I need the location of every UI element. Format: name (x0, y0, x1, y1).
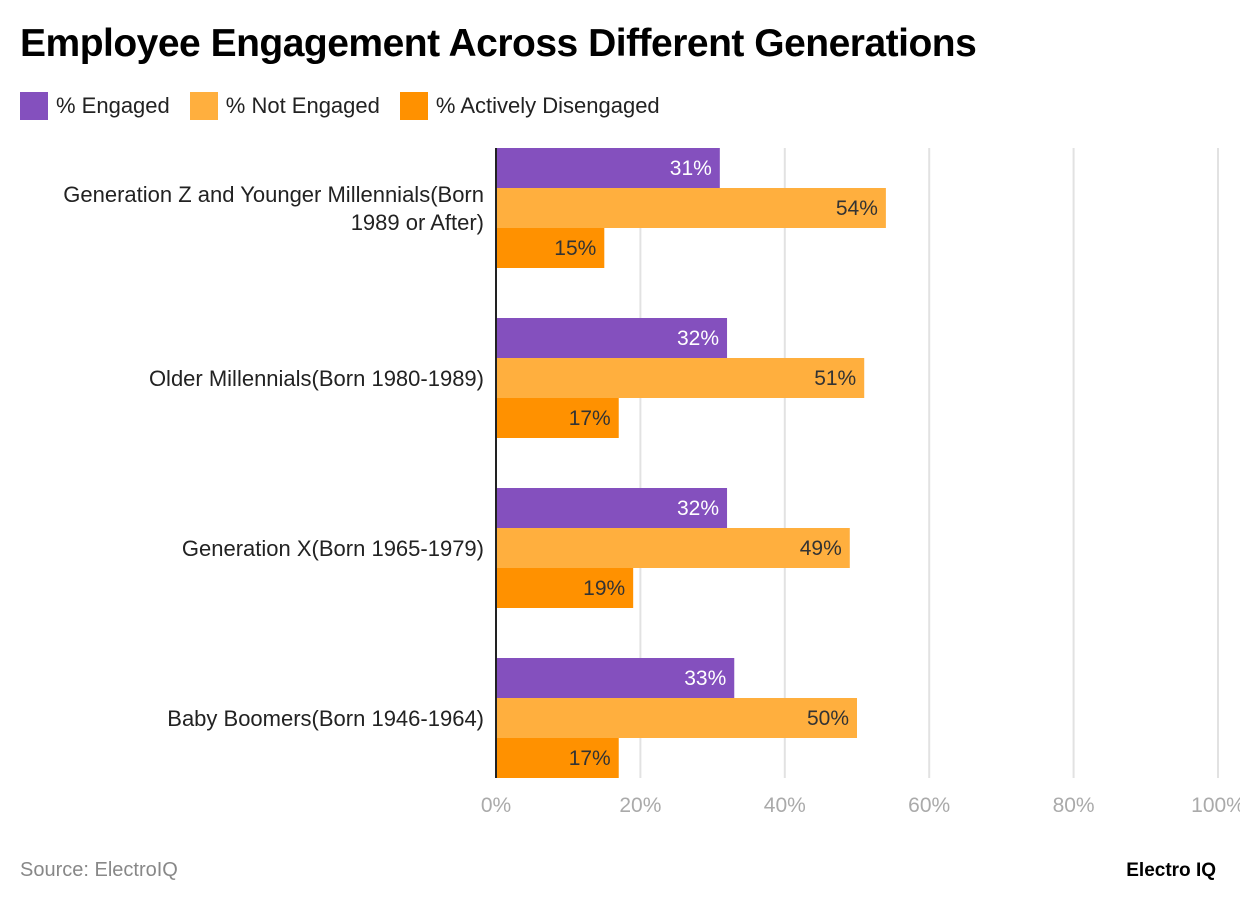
legend-swatch (20, 92, 48, 120)
x-tick-label: 40% (764, 794, 806, 817)
legend-swatch (399, 92, 428, 120)
bar (496, 398, 619, 438)
x-tick-label: 0% (481, 794, 511, 817)
legend-item-engaged: % Engaged (20, 92, 170, 120)
bar (496, 568, 634, 608)
source-note: Source: ElectroIQ (20, 859, 178, 881)
category-label: 1989 or After) (351, 210, 484, 235)
legend-item-not-engaged: % Not Engaged (189, 92, 380, 120)
category-label: Generation Z and Younger Millennials(Bor… (63, 182, 484, 207)
bar (496, 358, 865, 398)
bar (496, 738, 619, 778)
bar (496, 488, 728, 528)
legend: % Engaged % Not Engaged % Actively Disen… (20, 92, 660, 120)
legend-label: % Not Engaged (225, 93, 380, 118)
chart-title: Employee Engagement Across Different Gen… (20, 22, 977, 65)
legend-label: % Actively Disengaged (435, 93, 660, 118)
category-label: Older Millennials(Born 1980-1989) (149, 366, 484, 391)
bar (496, 148, 720, 188)
data-label: 32% (677, 497, 719, 520)
x-tick-label: 60% (908, 794, 950, 817)
brand-logo: Electro IQ (1126, 860, 1216, 881)
category-label: Generation X(Born 1965-1979) (182, 536, 484, 561)
data-label: 17% (569, 747, 611, 770)
data-label: 51% (814, 367, 856, 390)
legend-swatch (189, 92, 218, 120)
bar (496, 228, 605, 268)
data-label: 31% (670, 157, 712, 180)
bar (496, 188, 886, 228)
data-label: 17% (569, 407, 611, 430)
legend-item-actively-disengaged: % Actively Disengaged (399, 92, 660, 120)
bar (496, 528, 850, 568)
x-tick-label: 100% (1191, 794, 1240, 817)
bar (496, 698, 857, 738)
x-tick-label: 20% (619, 794, 661, 817)
data-label: 15% (554, 237, 596, 260)
bar (496, 658, 735, 698)
x-tick-label: 80% (1053, 794, 1095, 817)
data-label: 19% (583, 577, 625, 600)
bar (496, 318, 728, 358)
data-label: 54% (836, 197, 878, 220)
data-label: 32% (677, 327, 719, 350)
data-label: 33% (684, 667, 726, 690)
legend-label: % Engaged (56, 93, 170, 118)
category-label: Baby Boomers(Born 1946-1964) (167, 706, 484, 731)
data-label: 49% (800, 537, 842, 560)
data-label: 50% (807, 707, 849, 730)
